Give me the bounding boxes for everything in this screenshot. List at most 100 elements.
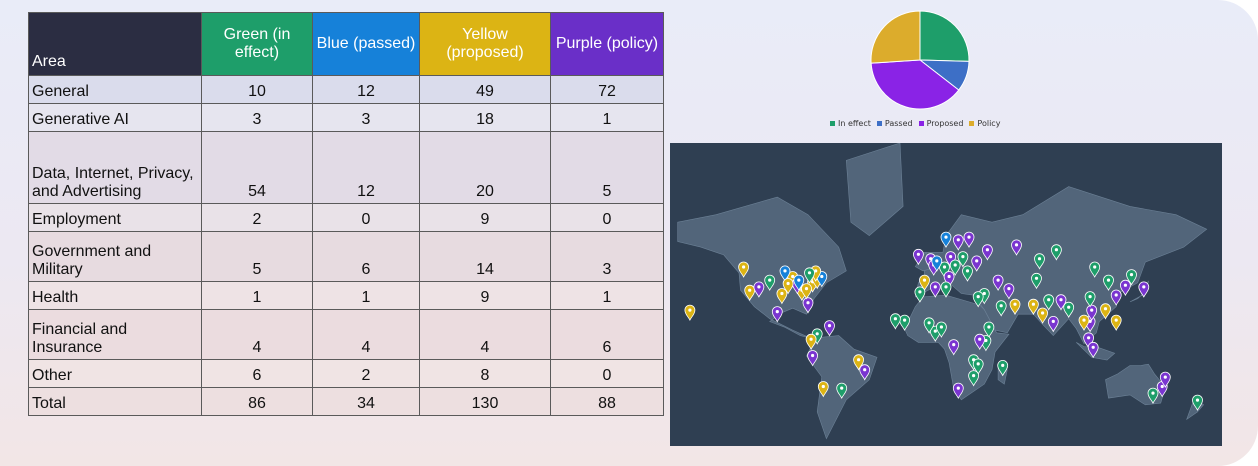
map-pin-green[interactable] — [804, 267, 815, 284]
map-pin-green[interactable] — [899, 314, 911, 331]
map-pin-green[interactable] — [914, 286, 926, 303]
map-pin-green[interactable] — [1147, 387, 1159, 404]
map-pin-green[interactable] — [972, 358, 984, 375]
map-pin-purple[interactable] — [952, 382, 964, 399]
map-pin-purple[interactable] — [992, 274, 1004, 291]
blue-cell: 12 — [312, 131, 420, 204]
map-pin-green[interactable] — [968, 370, 980, 387]
blue-cell: 6 — [312, 231, 420, 282]
map-pin-purple[interactable] — [981, 244, 993, 261]
green-cell: 3 — [201, 103, 313, 132]
map-pin-purple[interactable] — [1119, 279, 1131, 297]
map-pin-yellow[interactable] — [1100, 303, 1111, 320]
legend-swatch — [830, 121, 835, 126]
map-pin-green[interactable] — [972, 291, 984, 308]
map-pin-green[interactable] — [1050, 244, 1062, 261]
map-pin-purple[interactable] — [1110, 289, 1122, 306]
area-cell: Financial and Insurance — [28, 309, 202, 360]
map-pin-purple[interactable] — [1011, 239, 1022, 256]
map-pin-yellow[interactable] — [919, 274, 930, 291]
purple-cell: 0 — [550, 359, 664, 388]
map-pin-green[interactable] — [923, 317, 935, 334]
map-pin-green[interactable] — [957, 251, 969, 268]
map-pin-purple[interactable] — [807, 350, 819, 367]
map-pin-purple[interactable] — [974, 333, 986, 351]
map-pin-green[interactable] — [1126, 269, 1137, 286]
green-cell: 4 — [201, 309, 313, 360]
map-pin-green[interactable] — [1034, 253, 1045, 270]
blue-cell: 1 — [312, 281, 420, 310]
map-pin-yellow[interactable] — [684, 304, 696, 321]
map-pin-yellow[interactable] — [738, 261, 749, 278]
map-pin-yellow[interactable] — [1078, 314, 1090, 331]
map-pin-blue[interactable] — [940, 231, 952, 248]
blue-cell: 12 — [312, 75, 420, 104]
map-pin-purple[interactable] — [952, 234, 964, 251]
map-pin-purple[interactable] — [1086, 304, 1098, 321]
map-pin-yellow[interactable] — [801, 283, 812, 300]
map-pin-yellow[interactable] — [805, 333, 817, 351]
area-cell: Total — [28, 387, 202, 416]
legend-item: In effect — [830, 119, 871, 128]
map-pin-purple[interactable] — [929, 281, 941, 298]
pie-slice-policy — [870, 10, 921, 64]
map-pin-purple[interactable] — [824, 320, 835, 337]
map-pin-green[interactable] — [1192, 394, 1203, 411]
map-pin-green[interactable] — [962, 265, 973, 282]
area-cell: Other — [28, 359, 202, 388]
ai-legislation-table: Area Green (in effect) Blue (passed) Yel… — [28, 12, 664, 416]
map-pin-green[interactable] — [1043, 294, 1055, 311]
legend-swatch — [969, 121, 975, 126]
map-pin-purple[interactable] — [1087, 341, 1099, 359]
map-pin-green[interactable] — [836, 382, 848, 399]
map-pin-yellow[interactable] — [853, 354, 865, 371]
map-pin-yellow[interactable] — [1110, 314, 1122, 331]
map-pin-green[interactable] — [983, 321, 995, 338]
map-pin-purple[interactable] — [1138, 281, 1150, 298]
map-pin-green[interactable] — [997, 360, 1009, 377]
map-pin-yellow[interactable] — [744, 284, 756, 302]
yellow-cell: 130 — [419, 387, 551, 416]
area-cell: Generative AI — [28, 103, 202, 132]
map-pin-purple[interactable] — [1003, 283, 1015, 300]
world-map — [670, 143, 1222, 446]
map-pin-yellow[interactable] — [1027, 298, 1039, 316]
map-pin-purple[interactable] — [912, 248, 924, 266]
map-pin-green[interactable] — [995, 300, 1007, 317]
map-pin-purple[interactable] — [963, 231, 975, 248]
map-pin-blue[interactable] — [779, 265, 791, 282]
map-pin-yellow[interactable] — [1037, 307, 1049, 324]
map-pin-yellow[interactable] — [1009, 298, 1021, 316]
map-pin-green[interactable] — [764, 274, 776, 291]
map-pin-purple[interactable] — [948, 339, 960, 356]
map-pin-green[interactable] — [1063, 301, 1075, 319]
map-pin-purple[interactable] — [943, 271, 955, 288]
map-pin-green[interactable] — [935, 321, 947, 338]
map-pin-purple[interactable] — [1055, 294, 1067, 311]
map-pin-yellow[interactable] — [776, 288, 788, 305]
map-pin-purple[interactable] — [753, 281, 765, 298]
map-pin-green[interactable] — [940, 281, 952, 298]
map-pin-purple[interactable] — [859, 364, 871, 381]
map-pin-blue[interactable] — [793, 274, 805, 291]
map-pin-green[interactable] — [889, 313, 901, 330]
map-pin-green[interactable] — [1103, 274, 1114, 291]
map-pin-purple[interactable] — [971, 255, 983, 272]
map-pin-purple[interactable] — [1159, 371, 1171, 388]
map-pin-blue[interactable] — [931, 255, 943, 272]
map-pin-purple[interactable] — [771, 306, 783, 323]
map-pin-yellow[interactable] — [817, 381, 829, 398]
area-cell: Data, Internet, Privacy, and Advertising — [28, 131, 202, 204]
yellow-cell: 49 — [419, 75, 551, 104]
map-pin-purple[interactable] — [1047, 316, 1059, 333]
green-cell: 6 — [201, 359, 313, 388]
map-pin-green[interactable] — [949, 259, 961, 276]
map-pin-yellow[interactable] — [782, 278, 794, 295]
legend-swatch — [876, 121, 882, 126]
purple-cell: 1 — [550, 281, 664, 310]
map-pin-purple[interactable] — [802, 297, 814, 314]
map-pin-green[interactable] — [1084, 291, 1096, 308]
map-pin-green[interactable] — [1031, 272, 1042, 290]
map-pin-green[interactable] — [1089, 261, 1101, 278]
